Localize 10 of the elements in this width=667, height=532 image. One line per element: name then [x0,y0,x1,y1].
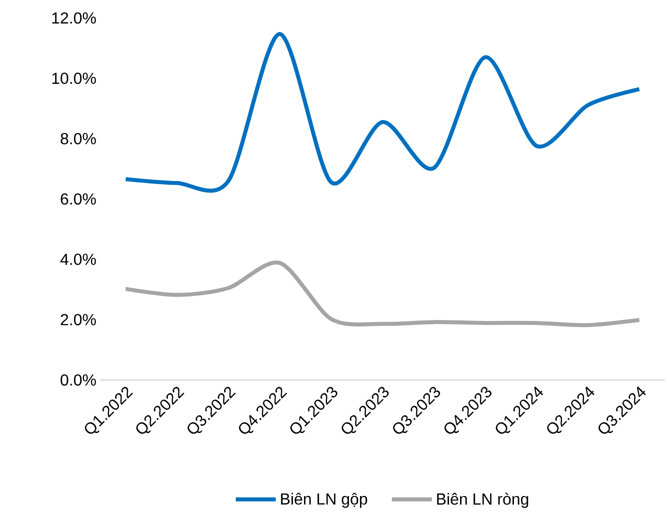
y-tick-label: 10.0% [52,72,96,84]
y-tick-label: 0.0% [60,374,96,386]
y-tick-label: 4.0% [60,254,96,265]
legend-label: Biên LN gộp [281,492,368,508]
legend-label: Biên LN ròng [437,492,528,508]
y-tick-label: 12.0% [52,12,96,24]
y-tick-label: 8.0% [60,133,96,144]
line-series [124,260,642,328]
y-tick-label: 6.0% [60,193,96,205]
y-tick-label: 2.0% [60,314,96,326]
